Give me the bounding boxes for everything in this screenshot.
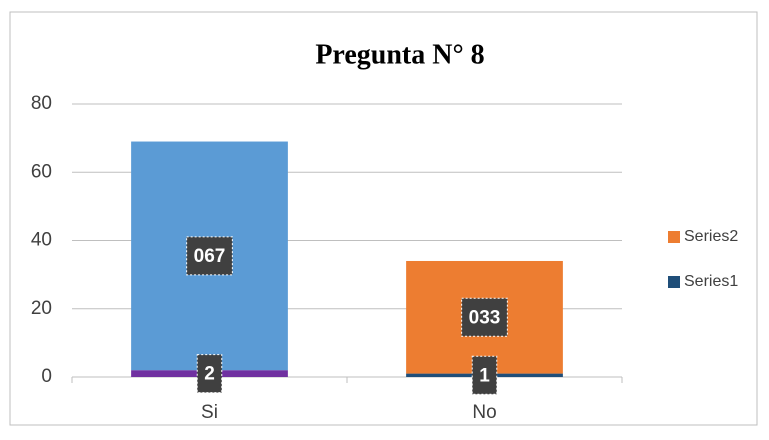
y-tick-label: 60 bbox=[31, 161, 52, 182]
y-tick-label: 80 bbox=[31, 93, 52, 114]
data-label: 067 bbox=[194, 246, 226, 267]
data-label-box bbox=[196, 354, 223, 394]
legend-swatch bbox=[668, 276, 680, 288]
legend-swatch bbox=[668, 231, 680, 243]
data-label-box bbox=[461, 297, 508, 337]
data-label: 033 bbox=[469, 307, 501, 328]
data-label-box bbox=[471, 355, 498, 395]
data-label-box bbox=[186, 236, 233, 276]
chart-title: Pregunta N° 8 bbox=[315, 39, 484, 70]
x-tick-label: Si bbox=[201, 402, 218, 423]
y-tick-label: 0 bbox=[41, 366, 52, 387]
data-label: 2 bbox=[204, 364, 215, 385]
x-tick-label: No bbox=[472, 402, 496, 423]
legend-label: Series1 bbox=[684, 273, 738, 290]
data-label: 1 bbox=[479, 365, 490, 386]
chart-border bbox=[9, 11, 758, 426]
legend-label: Series2 bbox=[684, 228, 738, 245]
y-tick-label: 20 bbox=[31, 298, 52, 319]
y-tick-label: 40 bbox=[31, 230, 52, 251]
